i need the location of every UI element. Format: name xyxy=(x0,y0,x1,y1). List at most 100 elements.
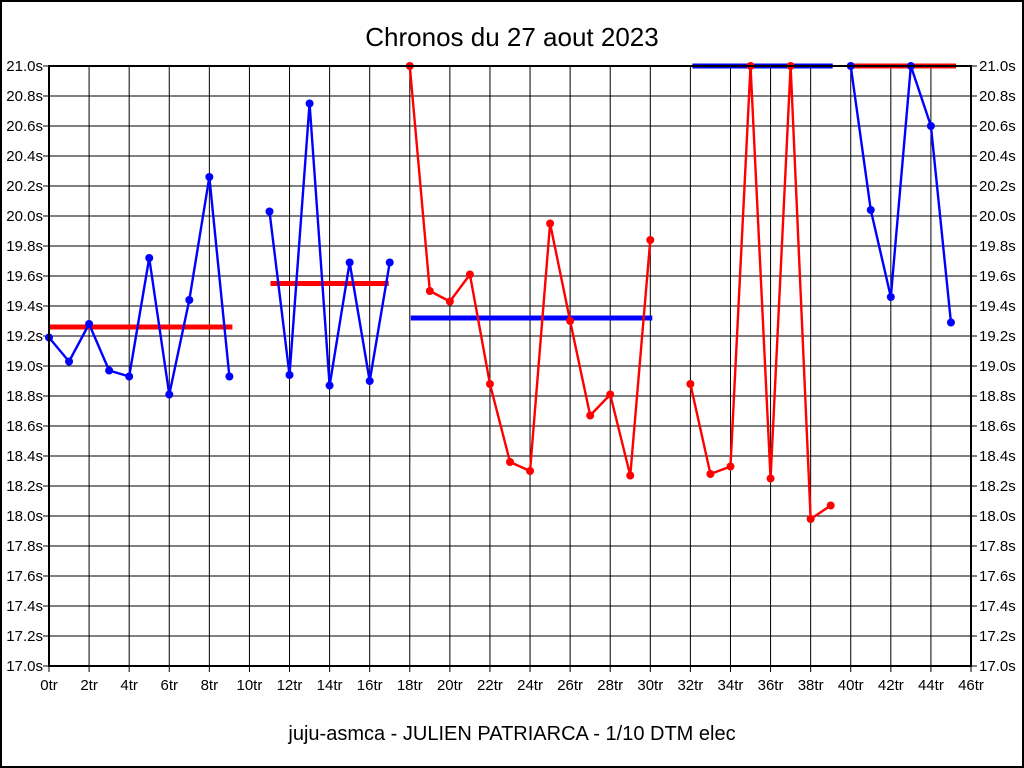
data-point-marker xyxy=(345,258,354,267)
y-tick-label-left: 18.4s xyxy=(6,448,43,465)
data-point-marker xyxy=(706,470,715,478)
y-tick-label-left: 17.6s xyxy=(6,568,43,585)
y-tick-label-right: 17.6s xyxy=(979,568,1016,585)
y-tick-label-left: 18.2s xyxy=(6,478,43,495)
data-point-marker xyxy=(946,318,955,327)
y-tick-label-right: 18.6s xyxy=(979,418,1016,435)
data-point-marker xyxy=(465,270,474,279)
x-tick-label: 46tr xyxy=(958,677,984,694)
data-point-marker xyxy=(205,173,214,181)
series-layer xyxy=(45,62,955,523)
data-point-marker xyxy=(626,471,635,480)
y-tick-label-right: 20.6s xyxy=(979,118,1016,135)
data-point-marker xyxy=(225,372,234,381)
y-tick-label-left: 19.0s xyxy=(6,358,43,375)
x-tick-label: 16tr xyxy=(357,677,383,694)
x-tick-label: 12tr xyxy=(277,677,303,694)
data-point-marker xyxy=(485,380,494,388)
y-tick-label-right: 20.0s xyxy=(979,208,1016,225)
data-point-marker xyxy=(886,293,895,301)
y-tick-label-left: 21.0s xyxy=(6,58,43,75)
y-tick-label-right: 20.2s xyxy=(979,178,1016,195)
y-tick-label-left: 19.4s xyxy=(6,298,43,315)
y-tick-label-right: 18.2s xyxy=(979,478,1016,495)
x-tick-label: 36tr xyxy=(758,677,784,694)
data-point-marker xyxy=(325,381,334,390)
x-tick-label: 26tr xyxy=(557,677,583,694)
data-point-marker xyxy=(526,467,535,475)
y-tick-label-right: 20.4s xyxy=(979,148,1016,165)
y-tick-label-right: 18.8s xyxy=(979,388,1016,405)
x-tick-label: 38tr xyxy=(798,677,824,694)
data-point-marker xyxy=(285,371,294,379)
y-tick-label-left: 17.8s xyxy=(6,538,43,555)
data-point-marker xyxy=(105,366,114,375)
series-line xyxy=(47,175,231,396)
x-tick-label: 22tr xyxy=(477,677,503,694)
data-point-marker xyxy=(185,296,194,304)
y-tick-label-right: 18.0s xyxy=(979,508,1016,525)
y-tick-label-left: 20.0s xyxy=(6,208,43,225)
y-tick-label-right: 17.0s xyxy=(979,658,1016,675)
x-tick-label: 0tr xyxy=(40,677,58,694)
plot-border xyxy=(48,65,972,667)
data-point-marker xyxy=(85,320,94,328)
y-tick-label-right: 19.4s xyxy=(979,298,1016,315)
y-tick-label-right: 17.4s xyxy=(979,598,1016,615)
x-tick-label: 44tr xyxy=(918,677,944,694)
x-tick-label: 6tr xyxy=(161,677,179,694)
series-line xyxy=(689,64,832,521)
data-point-marker xyxy=(546,219,555,228)
average-lines-layer xyxy=(49,63,956,330)
data-point-marker xyxy=(686,380,695,388)
data-point-marker xyxy=(65,357,74,366)
x-tick-label: 42tr xyxy=(878,677,904,694)
data-point-marker xyxy=(566,317,575,325)
data-point-marker xyxy=(646,236,655,244)
y-tick-label-right: 17.2s xyxy=(979,628,1016,645)
x-tick-label: 24tr xyxy=(517,677,543,694)
y-tick-label-left: 17.0s xyxy=(6,658,43,675)
y-tick-label-right: 21.0s xyxy=(979,58,1016,75)
grid-layer xyxy=(43,65,977,672)
y-tick-label-left: 19.6s xyxy=(6,268,43,285)
y-tick-label-right: 19.6s xyxy=(979,268,1016,285)
data-point-marker xyxy=(305,99,314,108)
series-line xyxy=(849,64,953,324)
y-tick-label-right: 20.8s xyxy=(979,88,1016,105)
y-tick-label-left: 18.8s xyxy=(6,388,43,405)
data-point-marker xyxy=(926,122,935,130)
data-point-marker xyxy=(145,254,154,262)
data-point-marker xyxy=(445,297,454,306)
chart-title: Chronos du 27 aout 2023 xyxy=(365,22,658,52)
y-tick-label-left: 20.4s xyxy=(6,148,43,165)
data-point-marker xyxy=(586,411,595,420)
data-point-marker xyxy=(606,390,615,399)
y-tick-label-right: 18.4s xyxy=(979,448,1016,465)
data-point-marker xyxy=(866,206,875,214)
y-tick-label-right: 19.2s xyxy=(979,328,1016,345)
x-tick-label: 18tr xyxy=(397,677,423,694)
axis-labels-layer: 0tr 2tr 4tr 6tr 8tr 10tr 12tr 14tr 16tr 18tr 20tr 2… xyxy=(6,58,1015,694)
y-tick-label-left: 20.2s xyxy=(6,178,43,195)
y-tick-label-left: 17.4s xyxy=(6,598,43,615)
chart-caption: juju-asmca - JULIEN PATRIARCA - 1/10 DTM… xyxy=(287,723,735,745)
y-tick-label-left: 20.6s xyxy=(6,118,43,135)
data-point-marker xyxy=(265,207,274,216)
data-point-marker xyxy=(766,474,775,483)
x-tick-label: 4tr xyxy=(120,677,138,694)
data-point-marker xyxy=(506,458,514,466)
y-tick-label-right: 19.8s xyxy=(979,238,1016,255)
x-tick-label: 30tr xyxy=(637,677,663,694)
x-tick-label: 10tr xyxy=(237,677,263,694)
y-tick-label-right: 19.0s xyxy=(979,358,1016,375)
data-point-marker xyxy=(165,390,174,399)
x-tick-label: 14tr xyxy=(317,677,343,694)
y-tick-label-right: 17.8s xyxy=(979,538,1016,555)
y-tick-label-left: 19.8s xyxy=(6,238,43,255)
data-point-marker xyxy=(125,372,134,381)
data-point-marker xyxy=(826,501,835,510)
x-tick-label: 28tr xyxy=(597,677,623,694)
